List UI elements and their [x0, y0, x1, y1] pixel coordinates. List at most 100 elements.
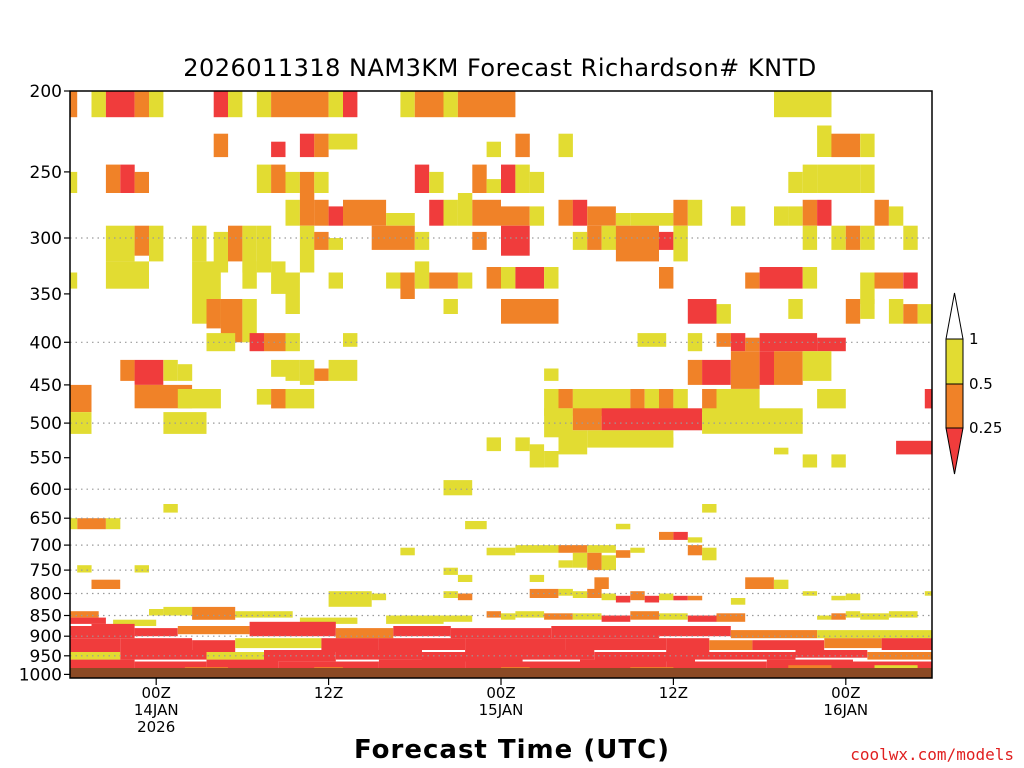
heatmap-cell: [414, 164, 430, 193]
heatmap-cell: [472, 231, 487, 250]
heatmap-cell: [687, 333, 703, 352]
heatmap-cell: [134, 565, 149, 573]
heatmap-cell: [702, 389, 717, 413]
x-tick-label: 00Z: [831, 684, 860, 702]
heatmap-cell: [206, 389, 221, 409]
heatmap-cell: [105, 164, 121, 193]
heatmap-cell: [860, 299, 875, 319]
heatmap-cell: [587, 225, 602, 250]
heatmap-cell: [256, 389, 272, 405]
heatmap-cell: [515, 164, 530, 193]
heatmap-cell: [615, 523, 631, 530]
heatmap-cell: [601, 225, 616, 250]
heatmap-cell: [256, 225, 272, 273]
heatmap-cell: [759, 333, 774, 352]
ground-surface-bar: [70, 668, 932, 678]
heatmap-cell: [817, 615, 832, 620]
heatmap-cell: [163, 359, 178, 381]
heatmap-cell: [630, 213, 659, 226]
heatmap-cell: [400, 547, 415, 556]
legend-swatch-above: [945, 292, 964, 340]
heatmap-cell: [271, 141, 286, 158]
heatmap-cell: [134, 384, 149, 409]
heatmap-cell: [105, 261, 149, 289]
heatmap-cell: [70, 384, 92, 413]
heatmap-cell: [687, 537, 703, 543]
heatmap-cell: [285, 171, 300, 193]
heatmap-cell: [558, 588, 573, 596]
heatmap-cell: [558, 560, 573, 568]
heatmap-cell: [716, 613, 746, 622]
x-axis-label: Forecast Time (UTC): [354, 735, 670, 765]
x-tick-label: 16JAN: [823, 701, 868, 719]
heatmap-cell: [242, 261, 257, 289]
heatmap-cell: [321, 638, 379, 652]
heatmap-cell: [659, 626, 731, 637]
heatmap-cell: [687, 595, 703, 601]
heatmap-cell: [903, 225, 918, 250]
heatmap-cell: [328, 238, 343, 250]
heatmap-cell: [177, 626, 250, 635]
credit-link[interactable]: coolwx.com/models: [850, 745, 1014, 764]
heatmap-cell: [271, 261, 286, 294]
heatmap-cell: [429, 199, 444, 226]
heatmap-cell: [105, 518, 121, 530]
heatmap-cell: [802, 267, 818, 289]
heatmap-cell: [443, 480, 473, 496]
heatmap-cell: [802, 591, 818, 596]
heatmap-cell: [896, 440, 932, 455]
heatmap-cell: [429, 272, 458, 289]
heatmap-cell: [343, 333, 358, 347]
heatmap-cell: [70, 91, 78, 118]
y-tick-label: 700: [30, 536, 62, 556]
heatmap-cell: [874, 199, 889, 226]
heatmap-cell: [134, 359, 164, 385]
heatmap-cell: [299, 193, 315, 226]
heatmap-cell: [831, 613, 846, 620]
y-tick-label: 400: [30, 333, 62, 353]
heatmap-cell: [414, 261, 430, 289]
heatmap-cell: [278, 661, 379, 671]
heatmap-cell: [774, 333, 818, 352]
heatmap-cell: [328, 591, 372, 607]
heatmap-cell: [120, 164, 135, 193]
heatmap-cell: [113, 619, 157, 626]
heatmap-cell: [264, 611, 293, 618]
heatmap-cell: [472, 199, 501, 226]
heatmap-cell: [501, 613, 516, 620]
heatmap-cell: [501, 206, 530, 226]
heatmap-cell: [860, 613, 889, 620]
heatmap-cell: [702, 547, 717, 561]
heatmap-cell: [601, 615, 631, 622]
heatmap-cell: [730, 630, 818, 639]
heatmap-cell: [903, 272, 918, 289]
heatmap-cell: [788, 299, 803, 319]
heatmap-cell: [149, 225, 164, 262]
heatmap-cell: [802, 164, 818, 193]
heatmap-cell: [802, 199, 818, 226]
heatmap-cell: [529, 444, 545, 468]
heatmap-cell: [486, 547, 516, 556]
heatmap-cell: [522, 650, 595, 660]
heatmap-cell: [443, 567, 458, 575]
legend-label: 0.5: [969, 375, 993, 393]
heatmap-cell: [429, 171, 444, 193]
heatmap-cell: [795, 650, 868, 658]
heatmap-cell: [558, 389, 573, 409]
heatmap-cell: [759, 267, 803, 289]
heatmap-cell: [299, 359, 315, 385]
x-tick-label: 12Z: [659, 684, 688, 702]
heatmap-cell: [802, 351, 832, 381]
heatmap-cell: [149, 91, 164, 118]
heatmap-cell: [515, 611, 545, 618]
heatmap-cell: [192, 606, 236, 620]
heatmap-cell: [501, 267, 516, 289]
y-tick-label: 500: [30, 414, 62, 434]
heatmap-cell: [817, 199, 832, 226]
heatmap-cell: [766, 659, 853, 669]
heatmap-cell: [285, 359, 300, 381]
heatmap-cell: [601, 408, 703, 431]
y-tick-label: 300: [30, 229, 62, 249]
y-tick-label: 950: [30, 647, 62, 667]
